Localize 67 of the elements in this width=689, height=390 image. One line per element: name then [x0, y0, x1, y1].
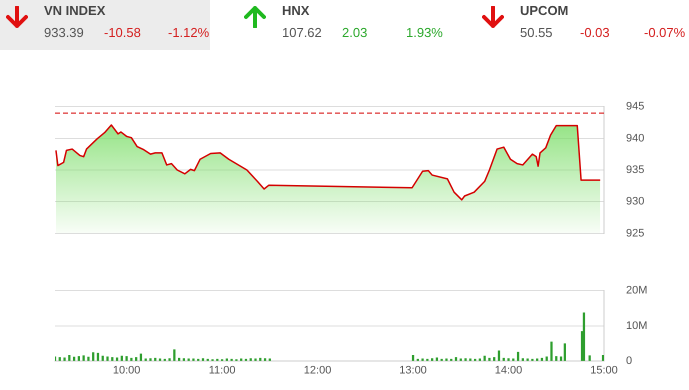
- bar: [106, 356, 109, 361]
- bar: [182, 358, 186, 361]
- text: VN INDEX: [44, 3, 106, 18]
- bar: [178, 358, 180, 361]
- bar: [102, 356, 104, 361]
- bar: [96, 352, 100, 361]
- text: -1.12%: [168, 25, 210, 40]
- y-tick-label: 940: [626, 132, 644, 144]
- x-tick-label: 11:00: [208, 364, 236, 377]
- bar: [125, 356, 128, 361]
- bar: [149, 358, 152, 361]
- bar: [550, 342, 553, 361]
- bar: [588, 355, 591, 361]
- text: UPCOM: [520, 3, 568, 18]
- bar: [154, 358, 156, 361]
- y-tick-label: 20M: [626, 284, 648, 297]
- bar: [168, 358, 171, 361]
- bar: [250, 358, 252, 361]
- bar: [431, 358, 434, 361]
- bar: [120, 356, 123, 361]
- x-tick-label: 15:00: [590, 364, 618, 377]
- text: -0.03: [580, 25, 610, 40]
- bar: [564, 343, 566, 361]
- text: -0.07%: [644, 25, 686, 40]
- y-tick-label: 10M: [626, 320, 648, 332]
- bar: [82, 355, 85, 361]
- bar: [264, 358, 266, 361]
- bar: [259, 358, 262, 361]
- bar: [464, 358, 467, 361]
- text: 2.03: [342, 25, 368, 40]
- bar: [412, 355, 414, 361]
- x-tick-label: 10:00: [112, 364, 140, 377]
- text: 107.62: [282, 25, 322, 40]
- bar: [111, 357, 114, 361]
- y-tick-label: 0: [626, 355, 632, 368]
- bar: [78, 356, 80, 361]
- bar: [202, 358, 204, 361]
- bar: [546, 356, 548, 361]
- text: 50.55: [520, 25, 553, 40]
- y-tick-label: 925: [626, 227, 644, 240]
- bar: [135, 357, 138, 361]
- y-tick-label: 945: [626, 100, 644, 113]
- bar: [522, 358, 524, 361]
- bar: [173, 349, 176, 361]
- y-tick-label: 935: [626, 164, 644, 176]
- bar: [602, 355, 604, 361]
- bar: [555, 356, 558, 361]
- bar: [116, 358, 118, 361]
- text: -10.58: [104, 25, 141, 40]
- y-tick-label: 930: [626, 196, 644, 208]
- text: 1.93%: [406, 25, 443, 40]
- text: 933.39: [44, 25, 84, 40]
- bar: [436, 358, 438, 361]
- text: HNX: [282, 3, 310, 18]
- x-tick-label: 12:00: [304, 364, 332, 377]
- bar: [454, 357, 458, 361]
- bar: [484, 356, 486, 361]
- bar: [493, 357, 496, 361]
- bar: [507, 358, 510, 361]
- bar: [92, 352, 94, 361]
- bar: [502, 358, 505, 361]
- bar: [140, 354, 142, 361]
- x-tick-label: 14:00: [494, 364, 522, 377]
- bar: [58, 357, 61, 361]
- bar: [63, 358, 66, 361]
- bar: [68, 355, 70, 361]
- x-tick-label: 13:00: [399, 364, 427, 377]
